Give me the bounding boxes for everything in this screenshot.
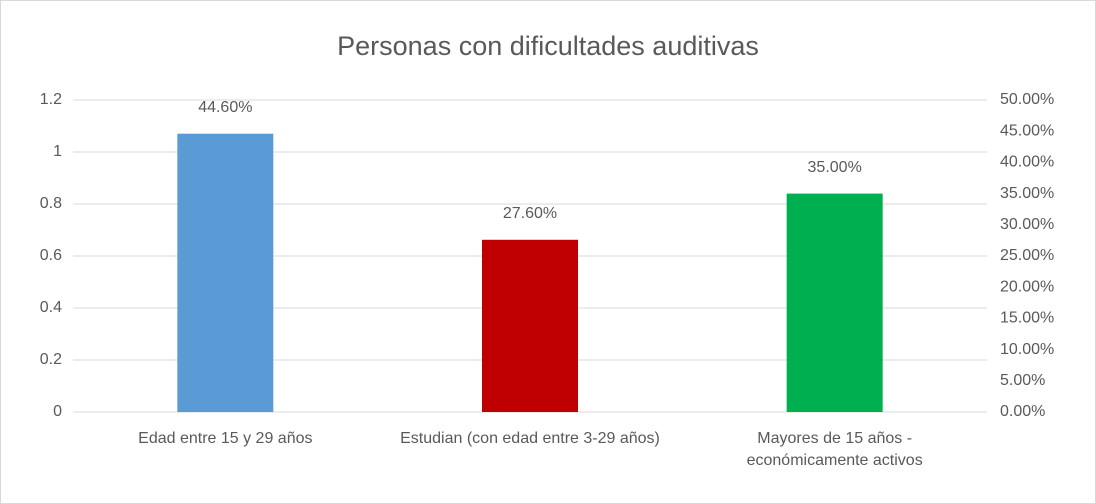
- y-tick-label: 1.2: [40, 91, 62, 108]
- y2-tick-label: 20.00%: [1000, 278, 1054, 295]
- y2-tick-label: 5.00%: [1000, 372, 1045, 389]
- y-tick-label: 1: [53, 143, 62, 160]
- chart-title: Personas con dificultades auditivas: [337, 31, 759, 61]
- data-label: 44.60%: [198, 99, 252, 116]
- x-tick-label: Estudian (con edad entre 3-29 años): [400, 430, 660, 447]
- bar: [482, 239, 578, 412]
- x-tick-label: Mayores de 15 años - económicamente acti…: [746, 430, 923, 469]
- x-tick-label: Edad entre 15 y 29 años: [138, 430, 313, 447]
- y-tick-label: 0: [53, 403, 62, 420]
- y2-tick-label: 0.00%: [1000, 403, 1045, 420]
- y2-tick-label: 30.00%: [1000, 216, 1054, 233]
- y-tick-label: 0.8: [40, 195, 62, 212]
- y2-tick-label: 35.00%: [1000, 185, 1054, 202]
- y-tick-label: 0.4: [40, 299, 62, 316]
- y2-tick-label: 15.00%: [1000, 310, 1054, 327]
- y2-tick-label: 40.00%: [1000, 154, 1054, 171]
- data-label: 35.00%: [808, 159, 862, 176]
- y2-tick-label: 10.00%: [1000, 341, 1054, 358]
- bar: [786, 193, 883, 412]
- y-tick-label: 0.2: [40, 351, 62, 368]
- bar: [177, 133, 274, 413]
- y2-tick-label: 25.00%: [1000, 247, 1054, 264]
- y2-tick-label: 45.00%: [1000, 122, 1054, 139]
- y2-tick-label: 50.00%: [1000, 91, 1054, 108]
- y-tick-label: 0.6: [40, 247, 62, 264]
- data-label: 27.60%: [503, 205, 557, 222]
